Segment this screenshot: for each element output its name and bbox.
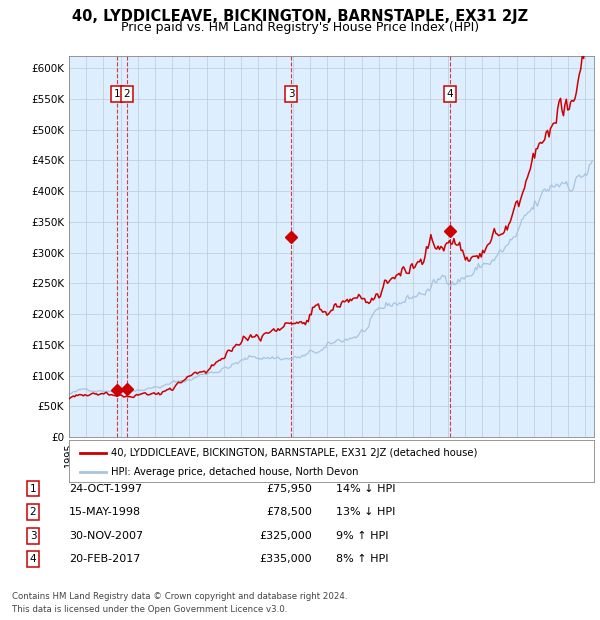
Text: £78,500: £78,500 (266, 507, 312, 517)
Text: 8% ↑ HPI: 8% ↑ HPI (336, 554, 389, 564)
Text: 13% ↓ HPI: 13% ↓ HPI (336, 507, 395, 517)
Text: 1: 1 (29, 484, 37, 494)
Text: Price paid vs. HM Land Registry's House Price Index (HPI): Price paid vs. HM Land Registry's House … (121, 21, 479, 34)
Text: This data is licensed under the Open Government Licence v3.0.: This data is licensed under the Open Gov… (12, 604, 287, 614)
Text: 3: 3 (29, 531, 37, 541)
Text: £335,000: £335,000 (259, 554, 312, 564)
Text: 40, LYDDICLEAVE, BICKINGTON, BARNSTAPLE, EX31 2JZ: 40, LYDDICLEAVE, BICKINGTON, BARNSTAPLE,… (72, 9, 528, 24)
Text: £75,950: £75,950 (266, 484, 312, 494)
Text: 4: 4 (446, 89, 453, 99)
Text: 30-NOV-2007: 30-NOV-2007 (69, 531, 143, 541)
Text: 9% ↑ HPI: 9% ↑ HPI (336, 531, 389, 541)
Text: 15-MAY-1998: 15-MAY-1998 (69, 507, 141, 517)
Text: 40, LYDDICLEAVE, BICKINGTON, BARNSTAPLE, EX31 2JZ (detached house): 40, LYDDICLEAVE, BICKINGTON, BARNSTAPLE,… (111, 448, 478, 458)
Text: 4: 4 (29, 554, 37, 564)
Text: 24-OCT-1997: 24-OCT-1997 (69, 484, 142, 494)
Text: HPI: Average price, detached house, North Devon: HPI: Average price, detached house, Nort… (111, 467, 359, 477)
Text: 14% ↓ HPI: 14% ↓ HPI (336, 484, 395, 494)
Text: 2: 2 (29, 507, 37, 517)
Text: 20-FEB-2017: 20-FEB-2017 (69, 554, 140, 564)
Text: Contains HM Land Registry data © Crown copyright and database right 2024.: Contains HM Land Registry data © Crown c… (12, 592, 347, 601)
Text: 2: 2 (124, 89, 130, 99)
Text: £325,000: £325,000 (259, 531, 312, 541)
Text: 3: 3 (288, 89, 295, 99)
Text: 1: 1 (114, 89, 121, 99)
